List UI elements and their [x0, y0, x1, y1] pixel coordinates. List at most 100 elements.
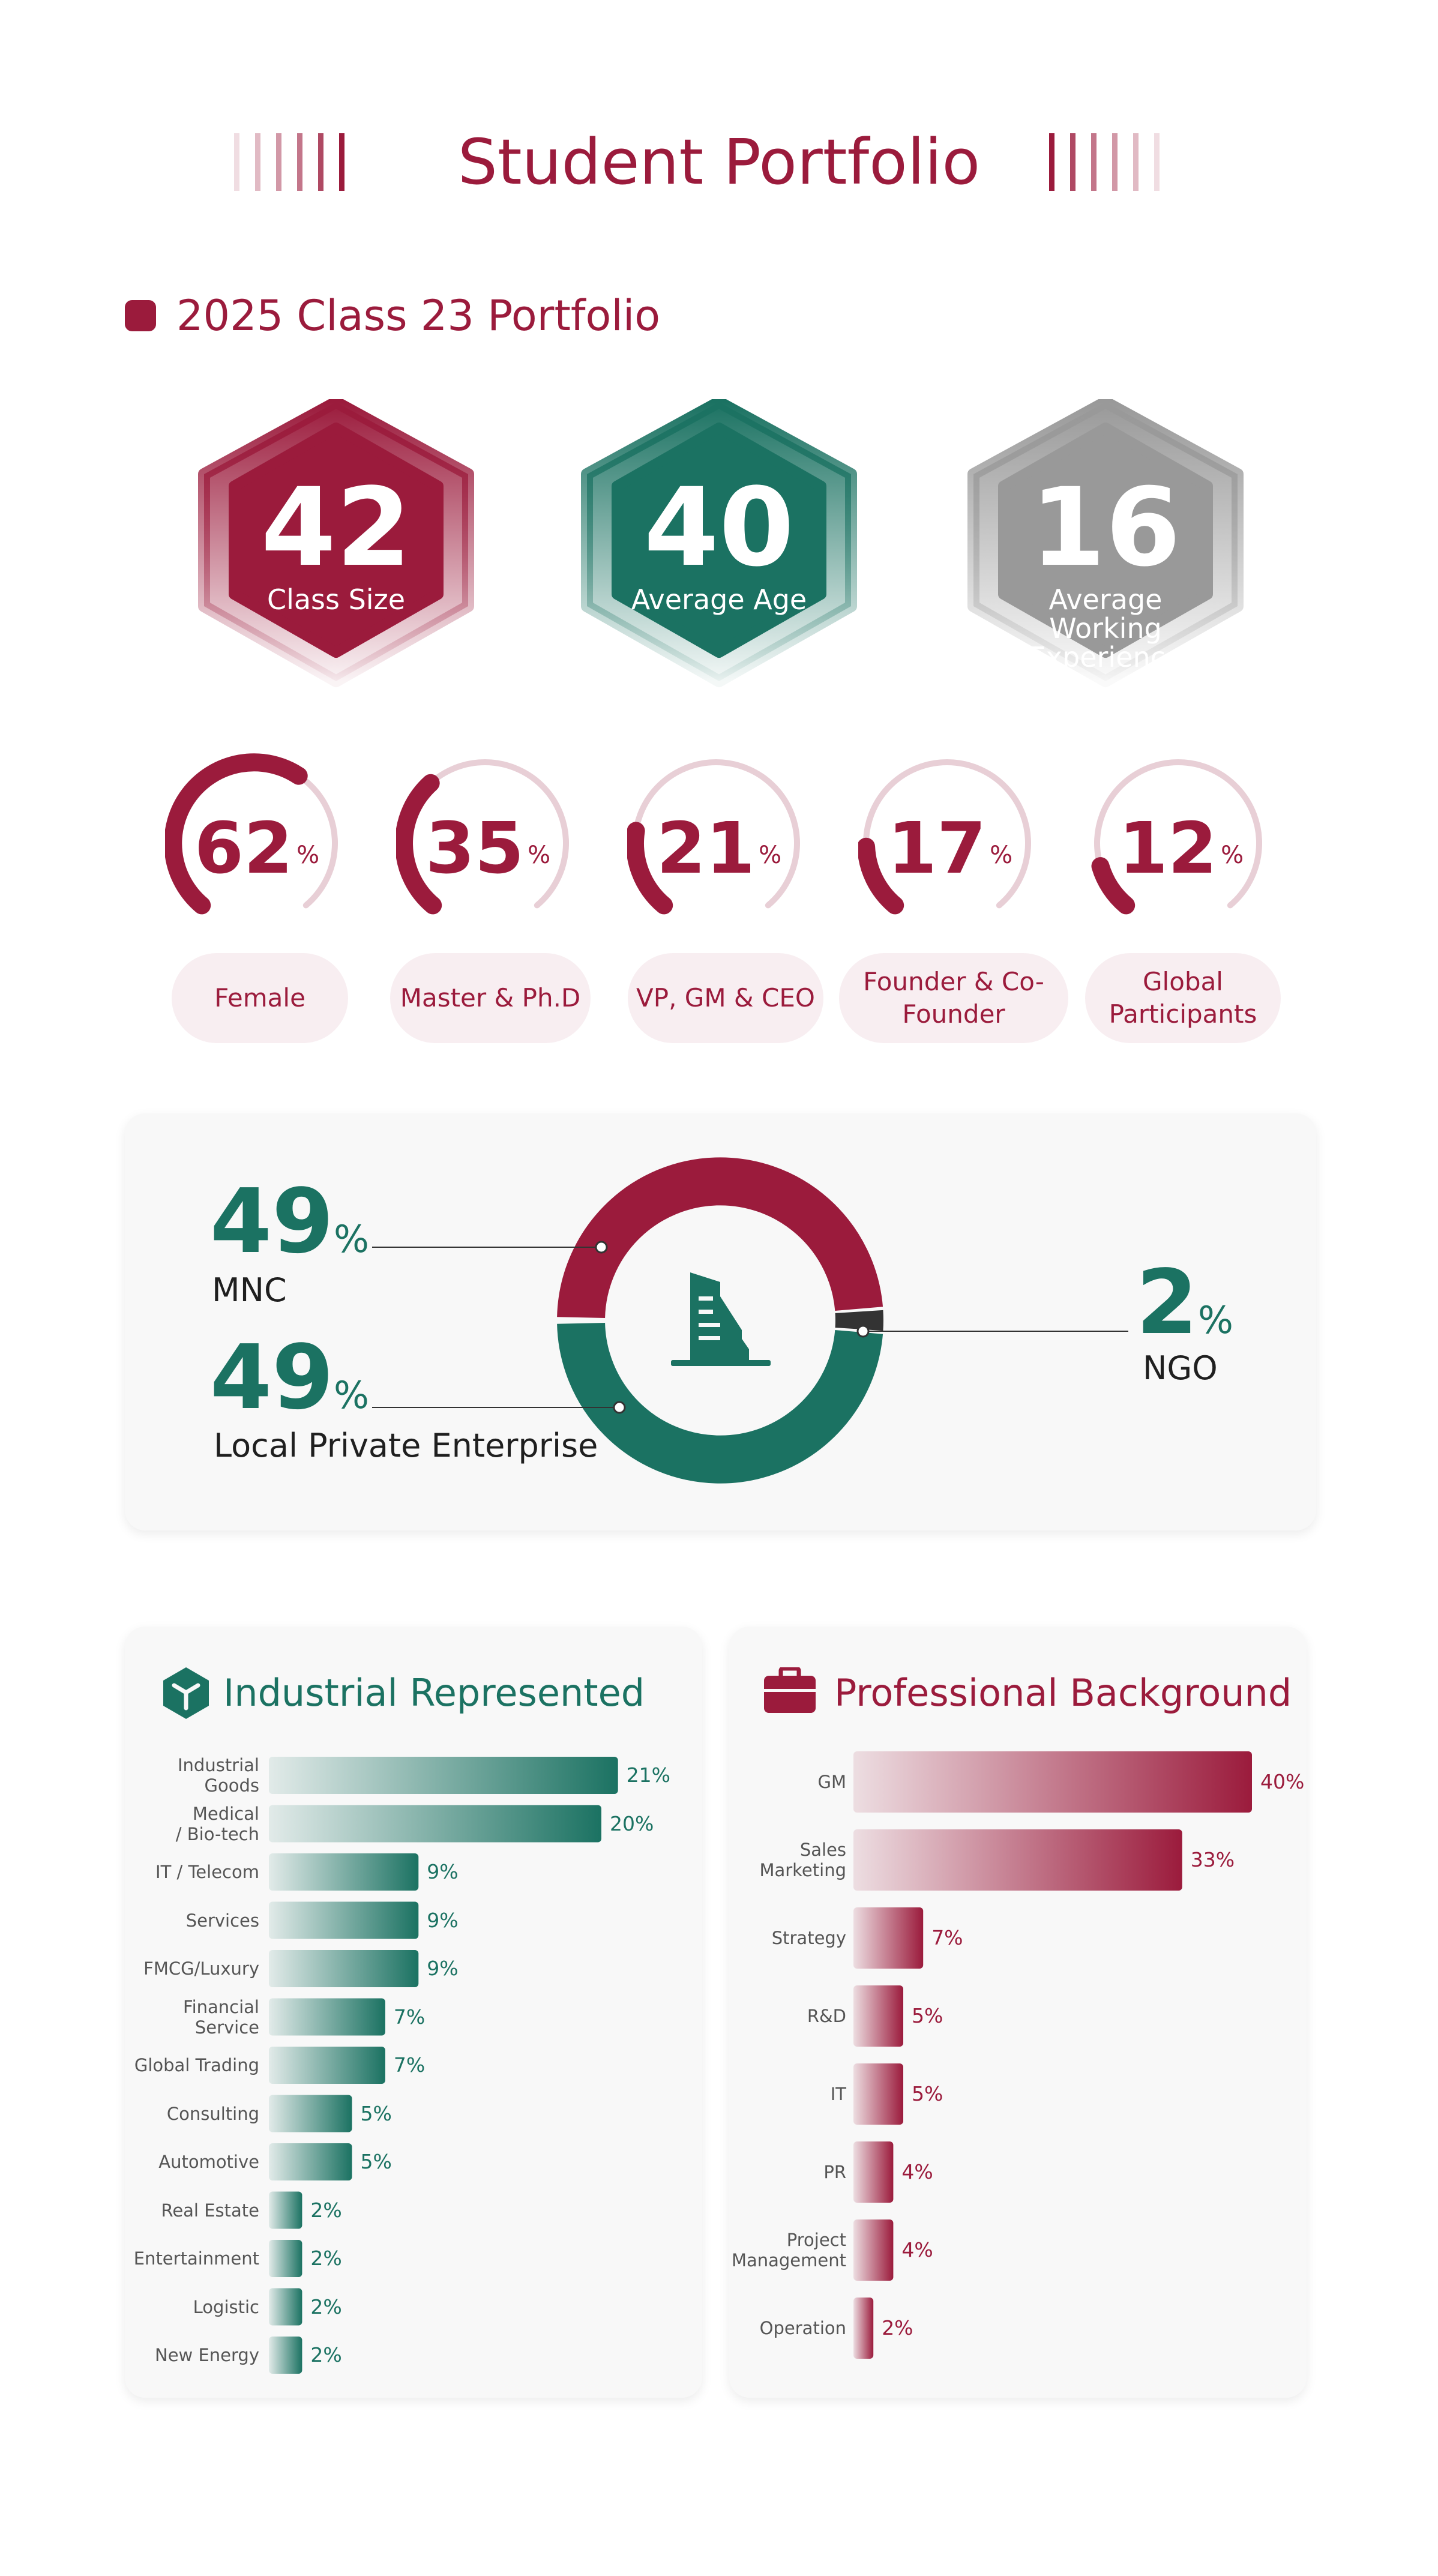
industry-bar — [269, 1853, 419, 1891]
industry-bar — [269, 2095, 352, 2132]
ngo-percent: 2% — [1136, 1251, 1233, 1354]
donut-segment-local — [557, 1322, 883, 1484]
industry-bar — [269, 2288, 302, 2326]
title-decoration-left — [234, 133, 344, 191]
industry-bar — [269, 2191, 302, 2229]
industry-category-label: Services — [185, 1910, 259, 1931]
industry-value-label: 7% — [393, 2005, 426, 2029]
industry-bar — [269, 2047, 385, 2084]
industry-category-label: Financial Service — [183, 1996, 259, 2038]
stat-value: 16 — [1030, 465, 1181, 591]
industry-category-label: Logistic — [193, 2296, 259, 2317]
profession-value-label: 4% — [901, 2160, 933, 2183]
profession-bar — [853, 2219, 894, 2281]
gauge-label-founder: Founder & Co-Founder — [839, 953, 1068, 1043]
industry-category-label: Medical / Bio-tech — [175, 1803, 259, 1844]
industry-value-label: 5% — [360, 2150, 392, 2173]
industry-value-label: 2% — [310, 2198, 342, 2222]
industry-bar — [269, 2337, 302, 2374]
profession-category-label: GM — [817, 1772, 847, 1792]
gauge-label-female: Female — [172, 953, 348, 1043]
gauge-ring — [164, 753, 338, 915]
section-marker-icon — [125, 300, 156, 331]
stat-label: Average Age — [631, 583, 807, 616]
industry-category-label: FMCG/Luxury — [143, 1958, 259, 1979]
industry-category-label: Automotive — [158, 2152, 259, 2172]
profession-bar — [853, 1985, 903, 2047]
stat-working-experience: 16 Average Working Experience — [967, 399, 1244, 699]
industry-bar — [269, 1805, 601, 1843]
profession-category-label: R&D — [807, 2006, 846, 2026]
profession-category-label: Project Management — [731, 2230, 846, 2271]
ngo-label: NGO — [1143, 1349, 1218, 1387]
mnc-label: MNC — [212, 1271, 287, 1309]
industry-bar — [269, 2143, 352, 2180]
profession-bar — [853, 2141, 894, 2203]
local-enterprise-percent: 49% — [210, 1326, 369, 1429]
mnc-percent: 49% — [210, 1170, 369, 1273]
industry-value-label: 5% — [360, 2101, 392, 2125]
gauge-value: 35% — [425, 807, 551, 889]
briefcase-icon — [764, 1667, 816, 1713]
gauge-value: 12% — [1118, 807, 1244, 889]
gauge-ring — [395, 759, 569, 915]
industry-category-label: Entertainment — [133, 2248, 259, 2269]
profession-bar — [853, 1907, 924, 1969]
hexagon-badge — [581, 399, 857, 687]
industry-category-label: Consulting — [166, 2103, 259, 2124]
profession-bar — [853, 1829, 1182, 1891]
industry-bar — [269, 1998, 385, 2036]
industry-value-label: 2% — [310, 2246, 342, 2270]
profession-bar — [853, 2063, 903, 2125]
cube-icon — [163, 1667, 209, 1719]
industry-bar — [269, 2240, 302, 2277]
industry-bar — [269, 1901, 419, 1939]
industry-value-label: 9% — [427, 1860, 459, 1883]
stat-label: Average Working Experience — [1028, 583, 1183, 673]
industry-category-label: New Energy — [155, 2345, 259, 2365]
stat-average-age: 40 Average Age — [581, 399, 857, 699]
industry-category-label: Real Estate — [161, 2200, 259, 2221]
gauge-value: 62% — [194, 807, 320, 889]
profession-bar — [853, 1751, 1252, 1813]
hexagon-badge — [198, 399, 474, 687]
profession-value-label: 5% — [912, 2004, 943, 2027]
profession-category-label: Sales Marketing — [759, 1840, 846, 1880]
profession-value-label: 5% — [912, 2082, 943, 2105]
profession-category-label: Operation — [759, 2318, 846, 2338]
gauge-female: 62% — [164, 753, 357, 945]
gauge-value: 21% — [656, 807, 782, 889]
gauge-value: 17% — [887, 807, 1013, 889]
industry-value-label: 2% — [310, 2343, 342, 2367]
gauge-ring — [1091, 759, 1262, 915]
industry-category-label: IT / Telecom — [155, 1862, 259, 1882]
gauge-ring — [626, 759, 800, 915]
title-decoration-right — [1049, 133, 1160, 191]
leader-dot-ngo — [856, 1325, 870, 1338]
industry-panel: Industrial Represented — [125, 1627, 702, 2398]
profession-category-label: IT — [830, 2084, 846, 2104]
gauge-global: 12% — [1089, 753, 1281, 945]
hexagon-badge — [967, 399, 1244, 687]
stat-value: 40 — [643, 465, 795, 591]
profession-value-label: 33% — [1190, 1848, 1235, 1871]
gauge-label-master-phd: Master & Ph.D — [390, 953, 591, 1043]
industry-category-label: Industrial Goods — [177, 1755, 259, 1796]
profession-value-label: 2% — [882, 2316, 913, 2340]
donut-segment-mnc — [557, 1157, 883, 1319]
local-enterprise-label: Local Private Enterprise — [214, 1427, 598, 1464]
leader-dot-mnc — [595, 1241, 608, 1254]
gauge-label-vp-gm-ceo: VP, GM & CEO — [628, 953, 823, 1043]
profession-value-label: 7% — [931, 1926, 963, 1949]
industry-bar — [269, 1757, 618, 1794]
industry-category-label: Global Trading — [134, 2055, 259, 2075]
stat-class-size: 42 Class Size — [198, 399, 474, 699]
industry-panel-title: Industrial Represented — [223, 1671, 645, 1715]
section-title: 2025 Class 23 Portfolio — [176, 291, 661, 340]
gauge-label-global: Global Participants — [1085, 953, 1281, 1043]
industry-value-label: 7% — [393, 2053, 426, 2077]
profession-category-label: Strategy — [771, 1928, 846, 1948]
